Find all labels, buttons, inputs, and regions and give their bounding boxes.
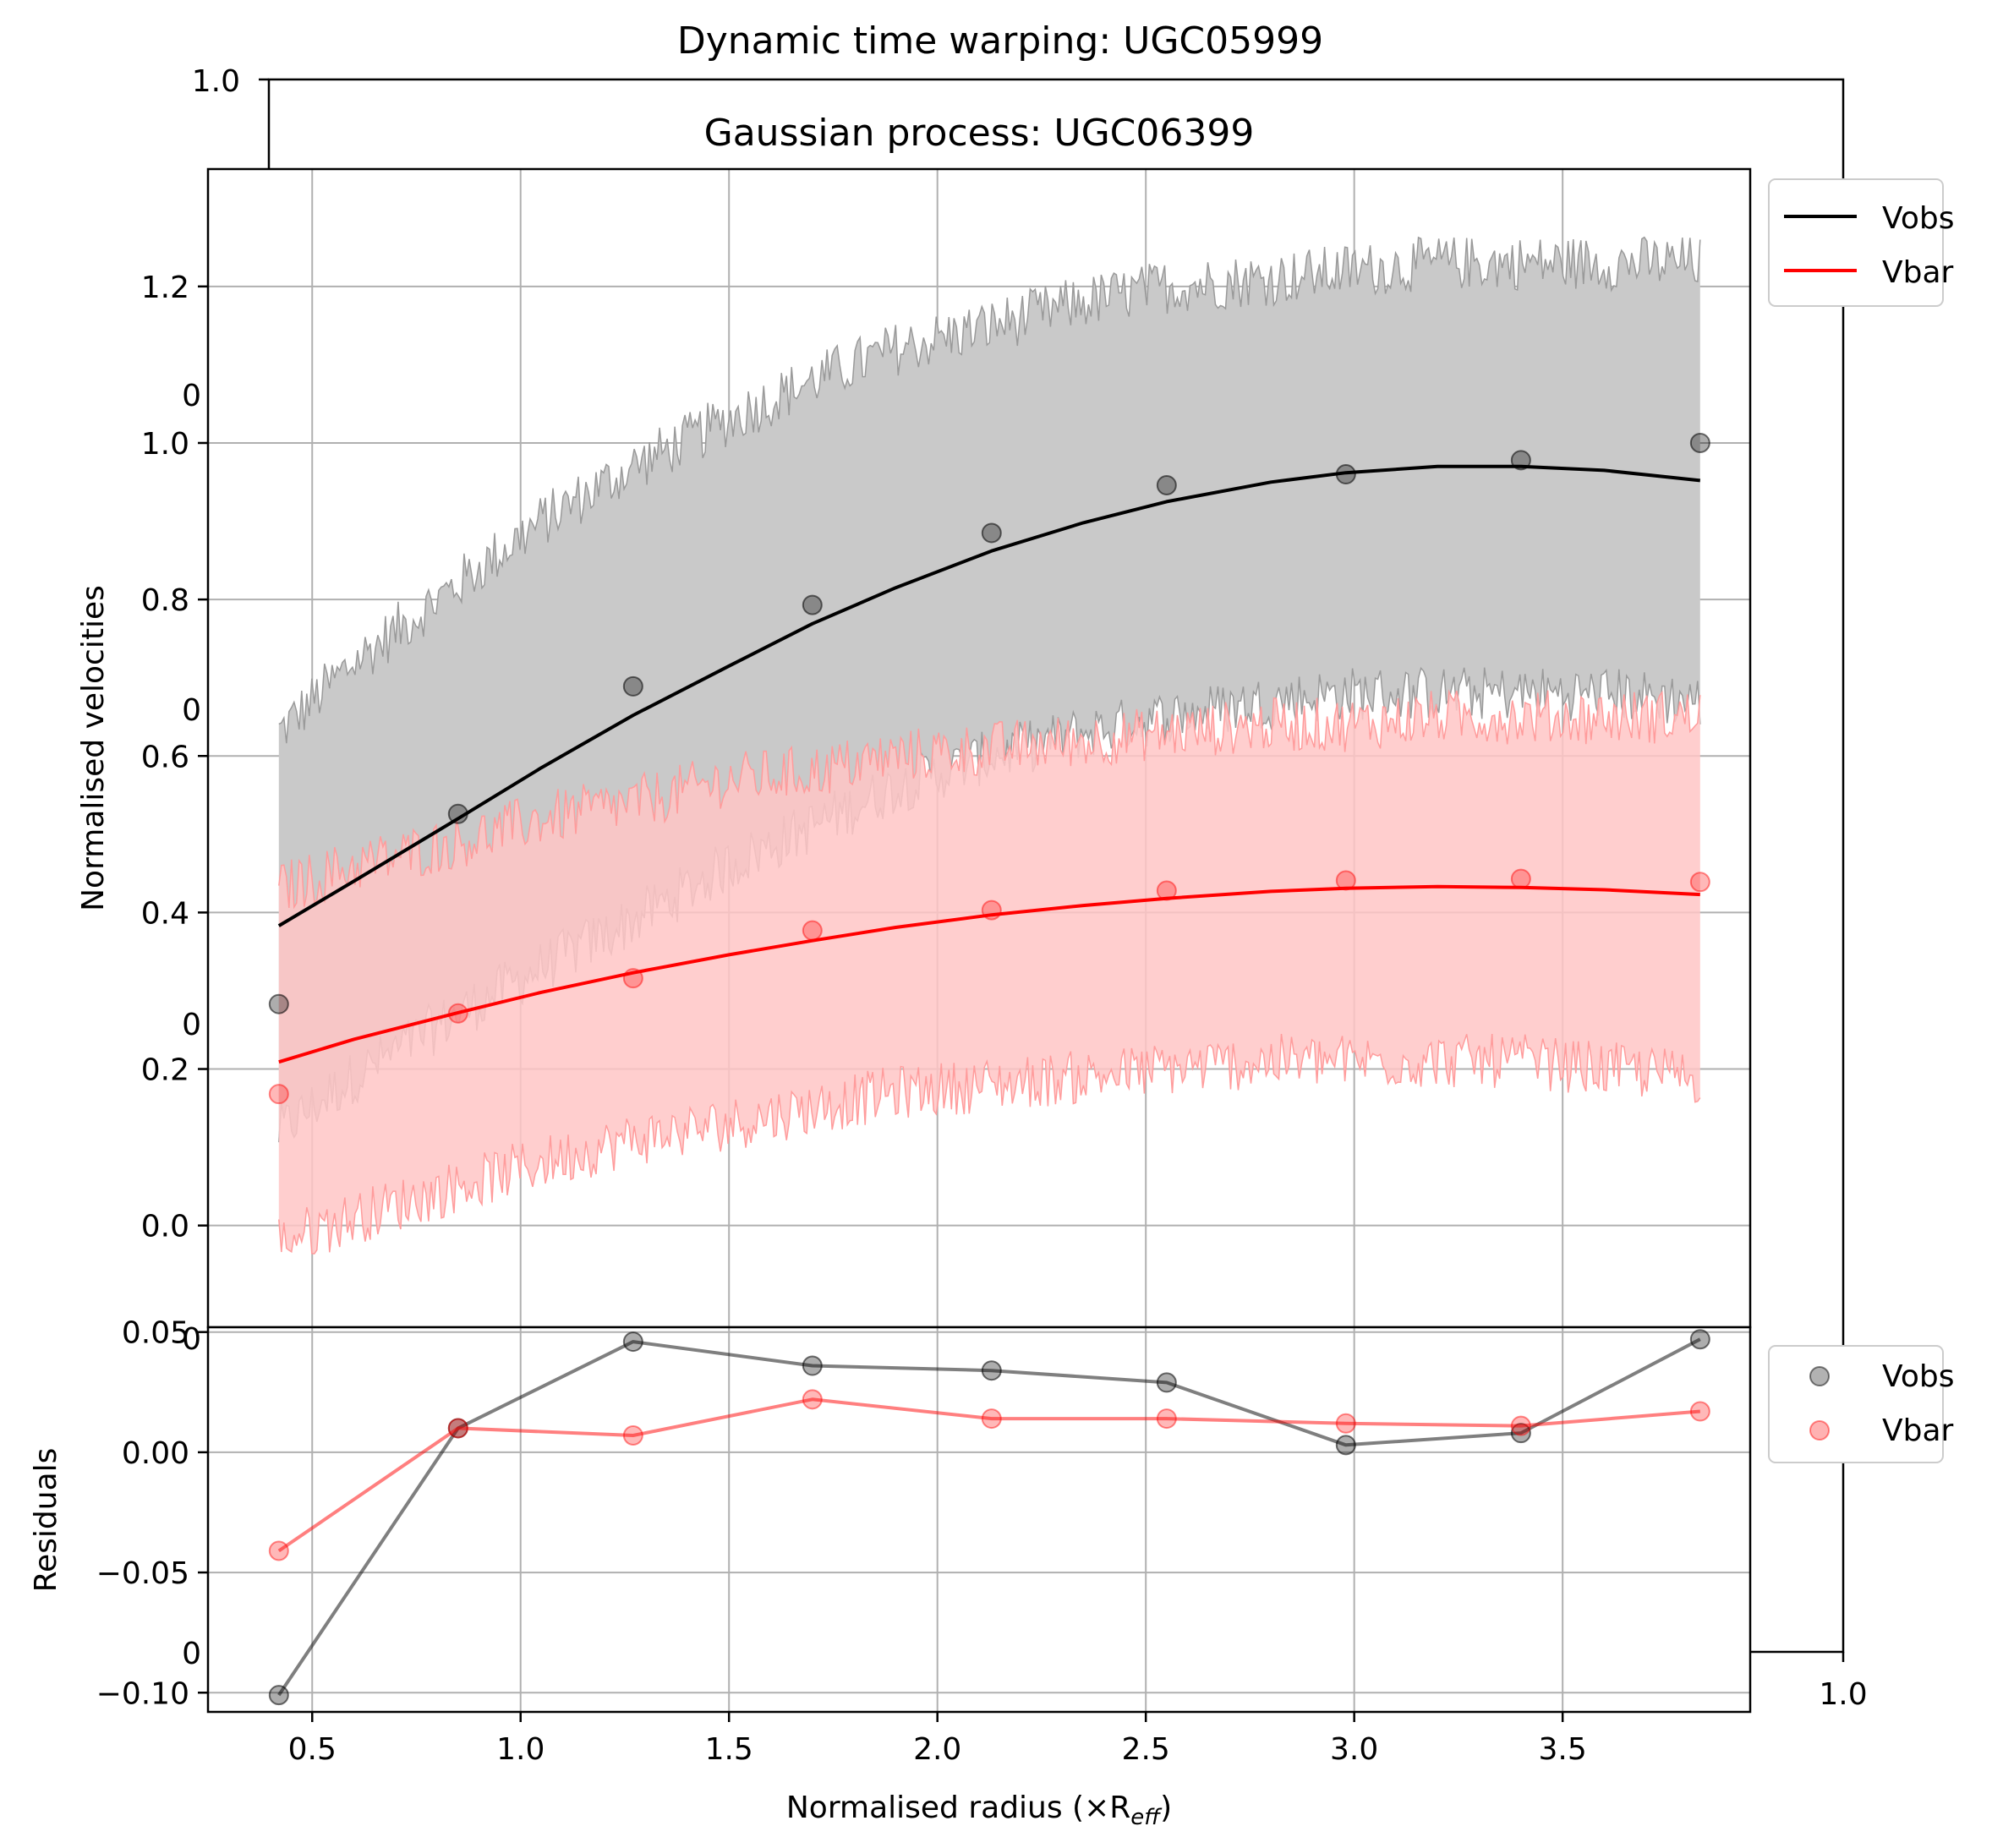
residual-panel: 0.05 0.00 −0.05 −0.10 0.5 1.0 1.5 2.0 2.5 3.0 3.5… — [29, 1316, 1752, 1767]
background-peek-label: 0 — [182, 1322, 201, 1357]
background-peek-labels: 0 0 0 0 0 — [182, 379, 201, 1671]
point-vbar — [981, 899, 1002, 921]
point-vobs — [268, 993, 289, 1014]
residual-point-vbar — [1689, 1401, 1710, 1422]
residual-line-vbar — [277, 1397, 1700, 1553]
residual-point-vbar — [981, 1408, 1002, 1430]
residual-point-vobs — [622, 1331, 643, 1353]
main-legend-box — [1768, 178, 1944, 307]
legend-vobs-label: Vobs — [1882, 201, 1954, 236]
legend-residual-vobs-marker — [1809, 1366, 1830, 1386]
residual-y-tick-label: −0.05 — [96, 1556, 189, 1591]
main-y-tick-label: 0.0 — [141, 1210, 189, 1244]
point-vbar — [622, 968, 643, 989]
residual-point-vbar — [1510, 1415, 1531, 1436]
residual-y-tick-label: −0.10 — [96, 1676, 189, 1711]
residual-y-tick-label: 0.00 — [122, 1436, 189, 1471]
residual-legend-box — [1768, 1345, 1944, 1463]
main-legend: Vobs Vbar — [1768, 178, 1954, 307]
background-peek-label: 0 — [182, 1008, 201, 1042]
x-tick-label: 1.5 — [705, 1732, 753, 1767]
x-tick-label: 0.5 — [288, 1732, 337, 1767]
fit-line-vobs — [277, 464, 1701, 927]
x-tick-label: 3.5 — [1539, 1732, 1587, 1767]
band-vbar — [278, 690, 1700, 1255]
x-axis-label-close: ) — [1160, 1791, 1172, 1825]
residual-point-vbar — [802, 1389, 823, 1410]
residual-point-vobs — [1510, 1423, 1531, 1444]
data-points — [268, 432, 1710, 1105]
residual-point-vbar — [447, 1418, 468, 1439]
band-upper-edge-vbar — [278, 689, 1701, 910]
point-vobs — [1689, 432, 1710, 453]
point-vbar — [1335, 870, 1356, 891]
main-y-tick-label: 0.2 — [141, 1053, 189, 1088]
main-y-tick-label: 0.4 — [141, 896, 189, 931]
legend-residual-vbar-label: Vbar — [1882, 1413, 1954, 1448]
residual-point-vbar — [268, 1540, 289, 1561]
point-vbar — [1510, 868, 1531, 889]
point-vobs — [1335, 464, 1356, 485]
background-peek-label: 0 — [182, 379, 201, 413]
background-peek-label: 0 — [182, 1637, 201, 1671]
residual-point-vobs — [1689, 1329, 1710, 1350]
background-ytick-label: 1.0 — [192, 64, 240, 99]
main-y-axis-label: Normalised velocities — [76, 585, 111, 911]
background-xtick-label: 1.0 — [1819, 1677, 1867, 1712]
confidence-bands — [278, 236, 1701, 1255]
x-tick-label: 3.0 — [1330, 1732, 1378, 1767]
point-vbar — [1156, 880, 1177, 901]
point-vbar — [268, 1084, 289, 1105]
residual-y-tick-label: 0.05 — [122, 1316, 189, 1351]
point-vobs — [802, 594, 823, 615]
residual-line-vobs — [277, 1337, 1701, 1697]
main-y-tick-label: 1.0 — [141, 427, 189, 462]
residual-x-ticks: 0.5 1.0 1.5 2.0 2.5 3.0 3.5 — [288, 1712, 1587, 1767]
x-tick-label: 2.5 — [1122, 1732, 1170, 1767]
x-axis-label-main: Normalised radius (×R — [786, 1791, 1130, 1825]
legend-residual-vbar-marker — [1809, 1420, 1830, 1441]
point-vobs — [1156, 474, 1177, 495]
band-upper-edge-vobs — [278, 236, 1701, 744]
legend-vbar-label: Vbar — [1882, 255, 1954, 290]
x-tick-label: 2.0 — [913, 1732, 961, 1767]
main-y-tick-label: 0.6 — [141, 740, 189, 774]
fit-line-vbar — [278, 884, 1700, 1064]
residual-y-ticks: 0.05 0.00 −0.05 −0.10 — [96, 1316, 208, 1711]
residual-legend: Vobs Vbar — [1768, 1345, 1954, 1463]
band-lower-edge-vbar — [278, 1033, 1701, 1255]
residual-panel-frame — [206, 1326, 1752, 1714]
residual-y-axis-label: Residuals — [29, 1448, 63, 1593]
main-title: Gaussian process: UGC06399 — [704, 112, 1255, 155]
residual-series — [268, 1329, 1710, 1706]
main-y-tick-label: 0.8 — [141, 583, 189, 618]
x-axis-label-subscript: eff — [1130, 1805, 1163, 1830]
point-vobs — [1510, 450, 1531, 471]
point-vobs — [981, 522, 1002, 544]
residual-panel-background — [208, 1327, 1750, 1712]
residual-point-vobs — [1335, 1435, 1356, 1456]
main-panel: Gaussian process: UGC06399 0.00.20.40.60… — [76, 112, 1752, 1337]
point-vobs — [622, 675, 643, 697]
residual-point-vobs — [802, 1355, 823, 1376]
point-vbar — [1689, 872, 1710, 893]
x-tick-label: 1.0 — [496, 1732, 545, 1767]
point-vbar — [802, 920, 823, 941]
residual-point-vobs — [1156, 1372, 1177, 1393]
residual-point-vbar — [622, 1424, 643, 1446]
residual-point-vobs — [268, 1685, 289, 1706]
point-vbar — [447, 1003, 468, 1024]
fit-lines — [277, 464, 1701, 1064]
main-y-ticks: 0.0 0.2 0.4 0.6 0.8 1.0 1.2 — [141, 271, 208, 1244]
x-axis-label: Normalised radius (×Reff) — [786, 1791, 1172, 1830]
residual-point-vobs — [981, 1360, 1002, 1381]
legend-residual-vobs-label: Vobs — [1882, 1359, 1954, 1394]
residual-point-vbar — [1335, 1413, 1356, 1434]
point-vobs — [447, 803, 468, 824]
background-title: Dynamic time warping: UGC05999 — [677, 19, 1323, 63]
main-y-tick-label: 1.2 — [141, 271, 189, 305]
residual-point-vbar — [1156, 1408, 1177, 1430]
background-peek-label: 0 — [182, 693, 201, 728]
